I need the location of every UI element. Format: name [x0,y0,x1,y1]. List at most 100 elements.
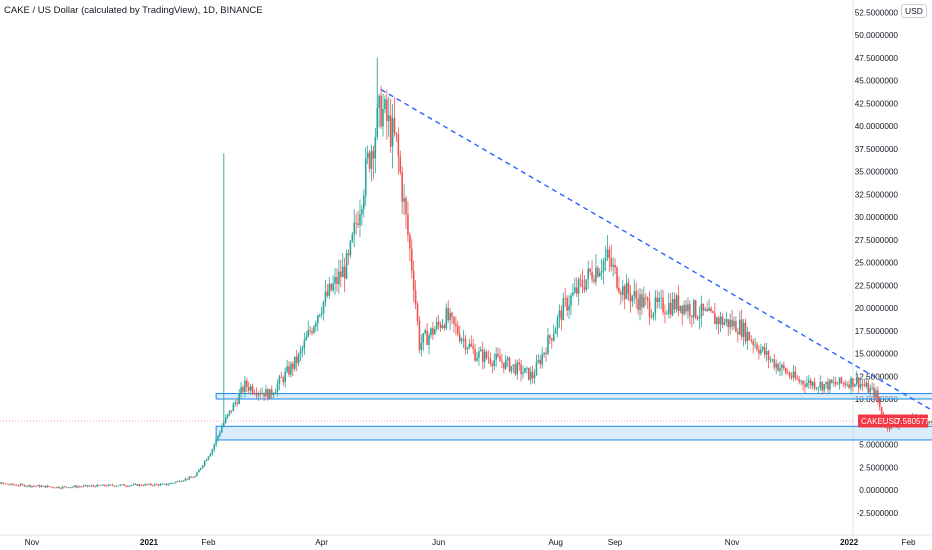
candle-body [529,371,532,380]
candle-body [175,481,177,483]
candle-body [203,461,206,466]
y-tick-label: 37.5000000 [855,145,899,154]
candle-body [338,271,340,285]
candle-body [391,117,394,147]
candle-body [102,484,104,486]
candle-body [765,351,768,355]
candle-body [708,308,710,311]
candle-body [625,282,628,300]
candle-body [410,248,413,271]
candle-body [236,402,239,404]
candle-body [136,484,139,486]
candle-body [161,483,164,485]
candle-body [652,313,655,318]
support-zone[interactable] [215,393,932,400]
x-axis[interactable]: Nov2021FebAprJunAugSepNov2022FebAprJun [25,538,932,547]
candle-body [639,294,641,310]
candle-body [577,279,580,294]
currency-button[interactable]: USD [901,4,927,18]
candle-body [345,253,348,279]
candle-body [562,298,565,321]
candle-body [100,485,102,487]
candle-body [737,332,739,335]
candle-body [516,362,519,375]
candle-body [432,328,434,335]
candle-body [735,320,737,333]
candle-body [163,483,166,485]
candle-body [393,117,396,133]
candle-body [171,482,173,484]
candle-body [527,367,530,380]
candle-body [77,486,79,488]
y-axis[interactable]: 52.5000000 50.0000000 47.5000000 45.0000000… [855,8,899,518]
candle-body [675,295,678,310]
candle-body [94,486,97,487]
candle-body [817,387,820,389]
candle-body [790,376,793,378]
candle-body [740,319,743,338]
y-tick-label: 30.0000000 [855,213,899,222]
candle-body [637,298,639,310]
candle-body [12,483,14,485]
candle-body [783,364,785,369]
candle-body [382,109,384,127]
candle-body [464,338,467,350]
trendline[interactable] [380,88,932,449]
candle-body [88,485,91,487]
candle-body [426,330,428,345]
candle-body [247,387,250,391]
candle-body [286,366,288,372]
candle-body [646,298,649,301]
candle-body [224,417,227,423]
candle-body [359,214,361,226]
support-zone[interactable] [215,425,932,441]
candle-body [46,485,49,488]
candle-body [267,389,269,399]
candle-body [491,363,494,367]
candle-body [336,277,338,285]
candle-body [633,291,636,297]
x-tick-label: Sep [608,538,623,547]
candle-body [52,486,54,488]
zones-layer[interactable] [215,393,932,441]
candle-body [278,376,281,384]
candle-body [867,382,870,393]
candle-body [508,357,511,372]
candle-body [282,377,285,383]
candle-body [153,484,156,486]
candle-body [322,301,325,314]
candle-body [109,484,112,486]
candle-body [370,150,373,169]
y-tick-label: 5.0000000 [859,441,898,450]
candle-body [35,486,37,487]
candle-body [710,308,712,312]
candle-body [719,316,722,325]
candle-body [566,298,568,311]
y-tick-label: 0.0000000 [859,486,898,495]
candle-body [664,312,666,314]
candle-body [261,392,263,394]
candle-body [148,483,150,485]
candle-body [422,333,425,343]
x-tick-label: Feb [201,538,216,547]
candle-body [449,312,451,320]
y-tick-label: 52.5000000 [855,8,899,17]
candle-body [257,393,260,396]
candle-body [691,315,693,318]
candle-body [537,360,540,362]
candle-body [416,303,419,321]
candle-body [117,485,120,487]
candle-body [155,484,158,485]
candle-body [468,343,471,348]
candle-body [811,382,814,386]
candle-body [738,319,741,335]
candle-body [706,309,708,311]
candle-body [880,406,883,416]
candle-body [733,320,735,327]
candle-body [355,222,357,224]
candle-body [604,257,607,261]
candle-body [81,486,83,488]
trendline-layer[interactable] [380,88,932,449]
candle-body [418,320,421,350]
